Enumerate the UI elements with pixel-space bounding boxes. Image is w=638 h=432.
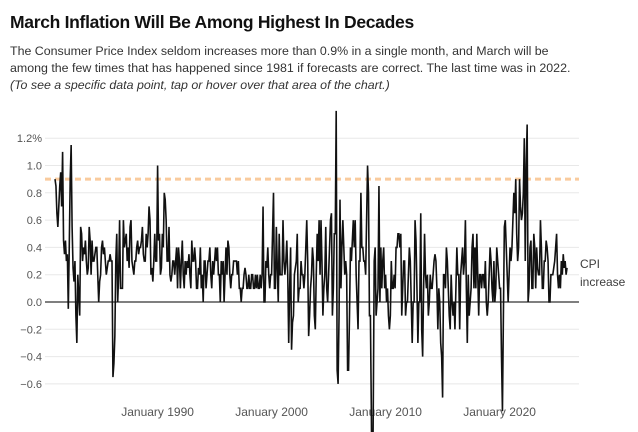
- chart-header: March Inflation Will Be Among Highest In…: [0, 0, 638, 94]
- y-tick-label: 0.4: [27, 242, 42, 254]
- y-tick-label: 0.0: [27, 297, 42, 309]
- y-tick-label: −0.6: [20, 379, 42, 391]
- chart-subtitle: The Consumer Price Index seldom increase…: [10, 43, 630, 94]
- y-tick-label: −0.2: [20, 324, 42, 336]
- series-annotation-label: CPI: [580, 257, 600, 271]
- subtitle-line-1: The Consumer Price Index seldom increase…: [10, 44, 549, 58]
- x-tick-label: January 1990: [121, 405, 194, 419]
- x-tick-label: January 2020: [463, 405, 536, 419]
- cpi-line-chart[interactable]: 1.2% 1.0 0.8 0.6 0.4 0.2 0.0 −0.2 −0.4 −0.6 Januar…: [0, 102, 638, 432]
- cpi-data-line[interactable]: [54, 110, 568, 432]
- y-tick-label: 1.0: [27, 161, 42, 173]
- subtitle-line-2: among the few times that has happened si…: [10, 61, 571, 75]
- y-tick-label: 1.2%: [17, 133, 42, 145]
- x-tick-label: January 2010: [349, 405, 422, 419]
- x-tick-label: January 2000: [235, 405, 308, 419]
- series-annotation-label: increase: [580, 275, 626, 289]
- y-tick-label: 0.6: [27, 215, 42, 227]
- cpi-chart-svg[interactable]: 1.2% 1.0 0.8 0.6 0.4 0.2 0.0 −0.2 −0.4 −0.6 Januar…: [0, 102, 638, 432]
- y-tick-label: 0.2: [27, 270, 42, 282]
- y-tick-label: −0.4: [20, 352, 42, 364]
- chart-hover-note: (To see a specific data point, tap or ho…: [10, 78, 390, 92]
- y-tick-label: 0.8: [27, 188, 42, 200]
- chart-title: March Inflation Will Be Among Highest In…: [10, 12, 414, 32]
